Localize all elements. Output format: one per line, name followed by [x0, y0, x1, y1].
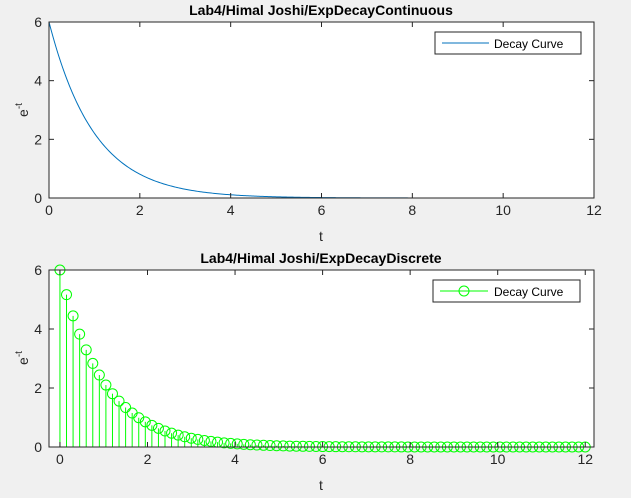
stem-marker	[61, 289, 73, 301]
y-tick-label: 0	[34, 190, 42, 206]
stem-marker	[271, 440, 283, 452]
stem-marker	[159, 425, 171, 437]
y-axis-label-exponent: -t	[14, 103, 25, 109]
stem-marker	[113, 395, 125, 407]
stem-marker	[251, 439, 263, 451]
y-tick-label: 6	[34, 262, 42, 278]
y-tick-label: 4	[34, 321, 42, 337]
plot-frame	[48, 269, 595, 448]
stem-marker	[244, 439, 256, 451]
y-tick-label: 2	[34, 131, 42, 147]
stem-marker	[297, 440, 309, 452]
stem-marker	[303, 440, 315, 452]
x-tick-label: 6	[319, 451, 327, 467]
x-tick-label: 10	[490, 451, 506, 467]
stem-marker	[198, 434, 210, 446]
stem-marker	[257, 439, 269, 451]
y-axis-label: e-t	[14, 351, 31, 365]
x-tick-label: 4	[231, 451, 239, 467]
y-tick-label: 2	[34, 380, 42, 396]
stem-marker	[87, 357, 99, 369]
x-tick-label: 2	[136, 202, 144, 218]
x-axis-label: t	[319, 477, 323, 493]
y-axis-label-base: e	[15, 109, 31, 117]
x-tick-label: 8	[406, 451, 414, 467]
stem-marker	[166, 427, 178, 439]
axis-ticks: 0 2 4 6 8 10 12 0 2 4 6	[34, 14, 602, 218]
stem-marker	[277, 440, 289, 452]
plot-frame	[48, 21, 595, 199]
chart-title: Lab4/Himal Joshi/ExpDecayContinuous	[189, 2, 453, 18]
chart-title: Lab4/Himal Joshi/ExpDecayDiscrete	[200, 250, 441, 266]
stem-marker	[93, 369, 105, 381]
stem-marker	[185, 432, 197, 444]
y-axis-label-exponent: -t	[14, 351, 25, 357]
legend-box	[432, 279, 581, 303]
stem-marker	[172, 429, 184, 441]
legend-entry-label: Decay Curve	[494, 285, 564, 299]
x-tick-label: 10	[495, 202, 511, 218]
y-axis-label: e-t	[14, 103, 31, 117]
y-tick-label: 6	[34, 14, 42, 30]
x-tick-label: 12	[586, 202, 602, 218]
stem-marker	[106, 388, 118, 400]
discrete-decay-chart: Lab4/Himal Joshi/ExpDecayDiscrete 0 2 4 6 8 1…	[14, 250, 595, 493]
legend: Decay Curve	[434, 31, 582, 55]
stem-marker	[146, 419, 158, 431]
stem-marker	[139, 416, 151, 428]
stem-marker	[205, 435, 217, 447]
x-tick-label: 8	[408, 202, 416, 218]
stem-marker	[231, 438, 243, 450]
stem-marker	[100, 379, 112, 391]
stem-marker	[80, 344, 92, 356]
x-tick-label: 0	[45, 202, 53, 218]
stem-marker	[284, 440, 296, 452]
axis-ticks: 0 2 4 6 8 10 12 0 2 4 6	[34, 262, 594, 467]
x-tick-label: 0	[56, 451, 64, 467]
stem-marker	[67, 310, 79, 322]
x-tick-label: 4	[227, 202, 235, 218]
stem-marker	[192, 433, 204, 445]
stem-marker	[218, 437, 230, 449]
x-axis-label: t	[319, 228, 323, 244]
y-axis-label-base: e	[15, 357, 31, 365]
stem-marker	[133, 412, 145, 424]
stem-marker	[179, 431, 191, 443]
continuous-decay-chart: Lab4/Himal Joshi/ExpDecayContinuous 0 2 4 6…	[14, 2, 602, 244]
legend-marker-swatch	[458, 285, 470, 297]
legend: Decay Curve	[432, 279, 581, 303]
x-tick-label: 12	[577, 451, 593, 467]
legend-box	[434, 31, 582, 55]
stem-marker	[264, 440, 276, 452]
x-tick-label: 2	[144, 451, 152, 467]
y-tick-label: 4	[34, 73, 42, 89]
stem-marker	[238, 438, 250, 450]
y-tick-label: 0	[34, 439, 42, 455]
stem-marker	[290, 440, 302, 452]
x-tick-label: 6	[318, 202, 326, 218]
stem-marker	[120, 402, 132, 414]
stem-marker	[152, 422, 164, 434]
stem-marker	[310, 440, 322, 452]
stem-marker	[225, 437, 237, 449]
legend-entry-label: Decay Curve	[494, 37, 564, 51]
stem-marker	[74, 328, 86, 340]
